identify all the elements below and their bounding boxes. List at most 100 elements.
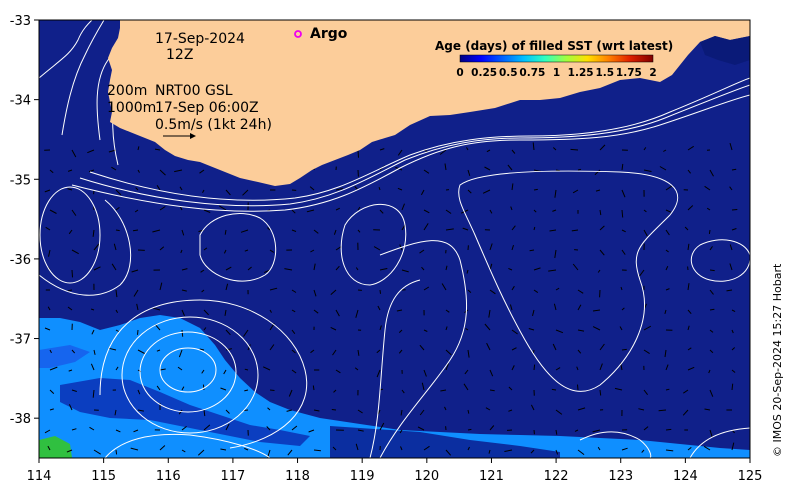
current-vector [599, 144, 606, 151]
current-vector [223, 369, 227, 375]
current-vector [572, 263, 579, 271]
colorbar-tick-label: 0.75 [519, 67, 545, 79]
contour-line [369, 279, 421, 458]
current-vector [332, 446, 337, 451]
current-vector [594, 169, 601, 176]
current-vector [445, 309, 450, 313]
current-vector [489, 369, 494, 377]
current-vector [577, 168, 582, 171]
depth-deep-label: 1000m [107, 100, 156, 116]
current-vector [201, 289, 205, 293]
current-vector [709, 289, 714, 295]
current-vector [444, 163, 447, 171]
current-vector [445, 449, 452, 456]
current-vector [706, 207, 711, 211]
current-vector [156, 349, 161, 352]
current-vector [445, 228, 454, 231]
current-vector [113, 243, 117, 251]
current-vector [267, 227, 271, 231]
current-vector [592, 429, 601, 433]
current-vector [664, 349, 667, 358]
current-vector [71, 428, 77, 431]
scale-arrow [163, 133, 196, 139]
current-vector [111, 166, 117, 171]
current-vector [467, 409, 470, 414]
contour-line [39, 199, 132, 296]
current-vector [330, 289, 337, 295]
current-vector [247, 344, 251, 351]
current-vector [115, 189, 122, 196]
current-vector [93, 266, 101, 271]
x-tick-label: 118 [285, 469, 310, 484]
current-vector [174, 169, 183, 173]
current-vector [643, 169, 652, 172]
current-vector [709, 329, 714, 333]
current-vector [529, 249, 535, 252]
current-vector [220, 448, 227, 451]
current-vector [423, 169, 430, 174]
colorbar-tick-label: 0 [456, 67, 463, 79]
current-vector [659, 166, 667, 171]
current-vector [687, 447, 692, 451]
current-vector [417, 426, 425, 431]
current-vector [532, 309, 535, 317]
x-tick-label: 121 [479, 469, 504, 484]
current-vector [242, 189, 249, 196]
current-vector [291, 209, 296, 214]
current-vector [332, 349, 337, 356]
current-vector [709, 349, 714, 354]
current-vector [533, 188, 538, 191]
current-vector [511, 365, 515, 371]
contour-line [159, 347, 217, 393]
argo-marker[interactable] [294, 30, 302, 38]
current-vector [71, 209, 77, 216]
current-vector [511, 149, 516, 154]
current-vector [269, 344, 275, 351]
current-vector [597, 269, 601, 273]
current-vector [48, 249, 51, 257]
current-vector [641, 449, 645, 453]
current-vector [66, 449, 73, 453]
current-vector [599, 343, 605, 351]
current-vector [67, 306, 73, 311]
current-vector [199, 348, 205, 351]
current-vector [709, 246, 713, 251]
current-vector [530, 449, 535, 454]
current-vector [244, 447, 249, 451]
current-vector [555, 429, 558, 435]
current-vector [67, 289, 73, 292]
current-vector [708, 369, 711, 374]
current-vector [599, 209, 602, 216]
current-vector [115, 449, 118, 455]
current-vector [203, 424, 211, 431]
current-vector [421, 382, 425, 391]
current-vector [306, 209, 315, 213]
current-vector [687, 145, 694, 151]
current-vector [93, 349, 96, 355]
current-vector [555, 449, 559, 455]
current-vector [87, 149, 95, 154]
current-vector [202, 189, 205, 193]
current-vector [159, 368, 166, 371]
current-vector [181, 309, 185, 316]
current-vector [597, 446, 601, 451]
current-vector [555, 409, 563, 415]
current-vector [355, 267, 359, 271]
current-vector [665, 209, 672, 213]
contour-line [199, 213, 277, 282]
current-vector [511, 347, 517, 351]
current-vector [115, 289, 118, 298]
current-vector [243, 329, 249, 337]
current-vector [486, 149, 491, 153]
current-vector [313, 263, 316, 271]
current-vector [511, 285, 515, 291]
current-vector [599, 363, 603, 371]
current-vector [115, 329, 119, 332]
x-tick-label: 114 [27, 469, 52, 484]
current-vector [379, 289, 381, 294]
current-vector [400, 446, 403, 451]
current-vector [132, 229, 139, 232]
current-vector [643, 147, 647, 151]
y-tick-label: -34 [10, 94, 31, 109]
current-vector [549, 229, 557, 232]
